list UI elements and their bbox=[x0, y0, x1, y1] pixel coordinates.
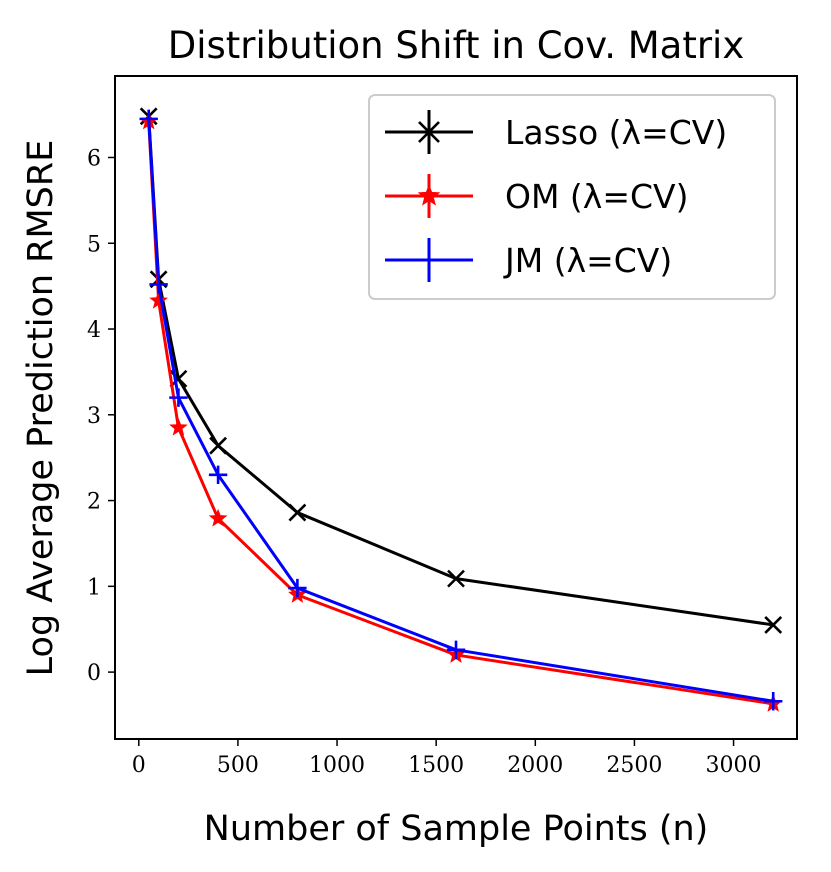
data-point bbox=[209, 436, 228, 455]
legend-label: OM (λ=CV) bbox=[505, 177, 688, 216]
chart-title: Distribution Shift in Cov. Matrix bbox=[168, 24, 744, 67]
data-point bbox=[764, 616, 783, 634]
data-point bbox=[446, 640, 466, 659]
data-point bbox=[169, 388, 188, 407]
axes-frame bbox=[114, 75, 798, 740]
x-tick-label: 0 bbox=[132, 753, 146, 778]
data-point bbox=[149, 275, 168, 294]
legend: Lasso (λ=CV) OM (λ=CV) JM (λ=CV) bbox=[368, 94, 776, 300]
y-axis-label: Log Average Prediction RMSRE bbox=[21, 140, 61, 677]
y-tick-label: 6 bbox=[87, 146, 101, 171]
legend-label: Lasso (λ=CV) bbox=[505, 113, 727, 152]
x-tick-label: 1500 bbox=[408, 753, 464, 778]
plot-area: 0 500 1000 1500 2000 2500 3000 0 1 2 3 4 5 6 bbox=[87, 107, 783, 778]
data-point bbox=[208, 508, 228, 527]
x-tick-label: 2500 bbox=[606, 753, 662, 778]
x-tick-label: 1000 bbox=[309, 753, 365, 778]
data-point bbox=[139, 109, 158, 129]
legend-box bbox=[368, 94, 776, 300]
x-tick-label: 3000 bbox=[706, 753, 762, 778]
data-point bbox=[447, 569, 465, 588]
x-tick-label: 2000 bbox=[507, 753, 563, 778]
legend-marker bbox=[418, 121, 440, 143]
y-tick-label: 2 bbox=[87, 490, 101, 515]
data-point bbox=[764, 692, 783, 711]
y-tick-label: 5 bbox=[87, 232, 101, 257]
y-tick-label: 1 bbox=[87, 575, 101, 600]
data-point bbox=[208, 465, 228, 485]
legend-marker bbox=[417, 184, 441, 206]
y-tick-label: 3 bbox=[87, 404, 101, 429]
y-tick-label: 4 bbox=[87, 318, 101, 343]
legend-label: JM (λ=CV) bbox=[503, 241, 672, 280]
x-tick-label: 500 bbox=[217, 753, 259, 778]
legend-marker bbox=[417, 248, 441, 272]
data-point bbox=[169, 417, 188, 436]
y-tick-label: 0 bbox=[87, 661, 101, 686]
x-axis-label: Number of Sample Points (n) bbox=[204, 809, 709, 849]
data-point bbox=[288, 578, 307, 598]
data-point bbox=[149, 290, 168, 309]
data-point bbox=[288, 503, 307, 522]
